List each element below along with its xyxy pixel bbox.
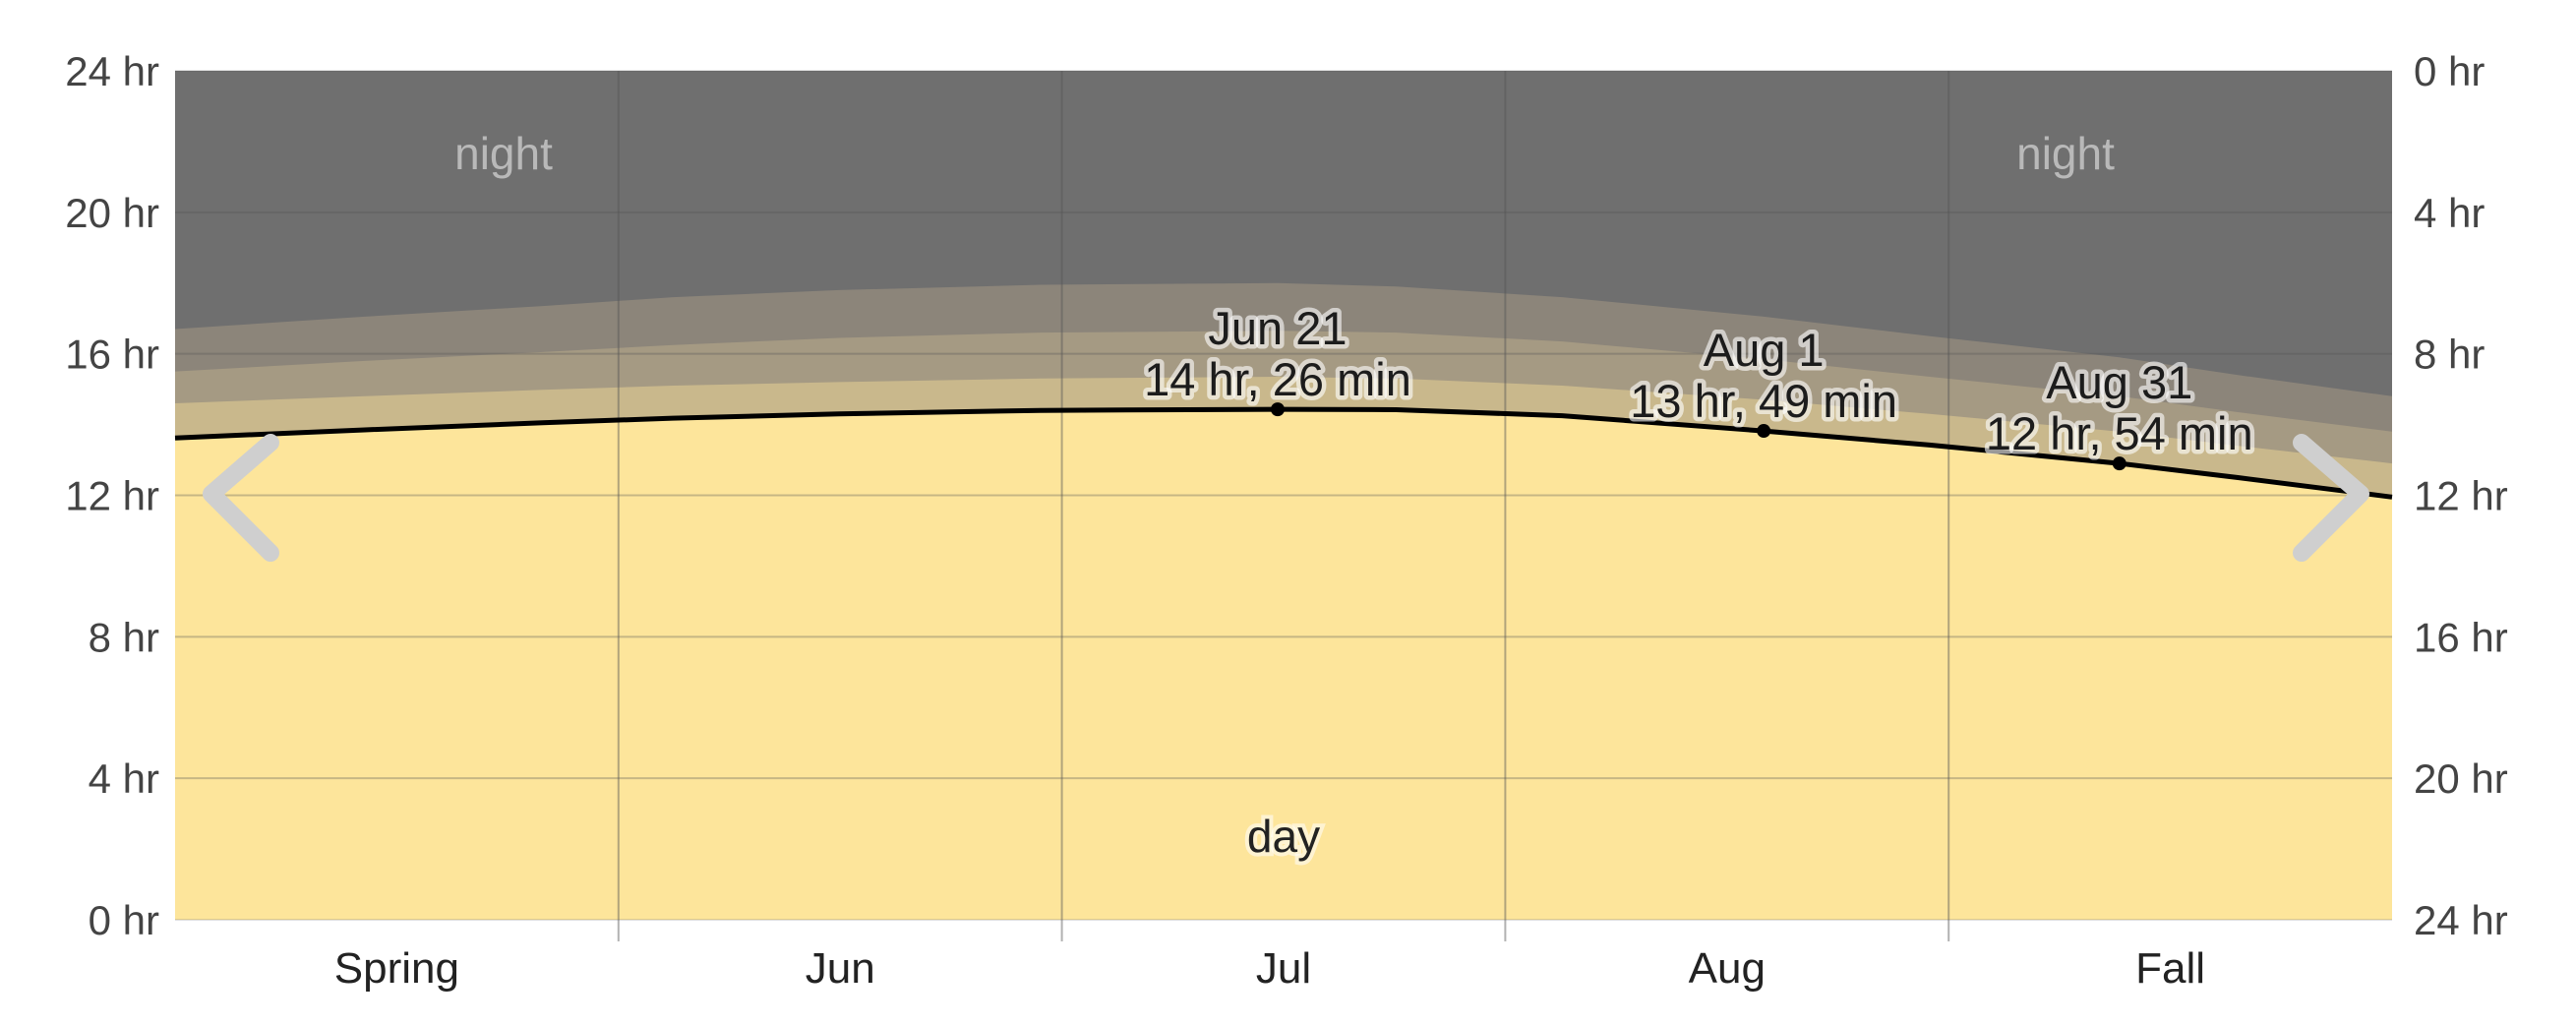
night-label-right: night bbox=[2016, 128, 2115, 179]
right-axis-tick-label: 16 hr bbox=[2414, 614, 2508, 660]
left-axis-tick-label: 8 hr bbox=[89, 614, 159, 660]
chevron-right-icon[interactable] bbox=[2293, 434, 2369, 562]
right-axis-tick-label: 8 hr bbox=[2414, 332, 2485, 378]
twilight-bands bbox=[175, 71, 2392, 921]
left-axis-tick-label: 24 hr bbox=[65, 48, 159, 94]
right-axis-tick-label: 4 hr bbox=[2414, 190, 2485, 236]
x-axis-labels: Spring Jun Jul Aug Fall bbox=[334, 944, 2205, 993]
annotation-value: 13 hr, 49 min bbox=[1630, 375, 1897, 427]
daylight-line bbox=[174, 406, 2393, 500]
right-axis-ticks: 24 hr 20 hr 16 hr 12 hr 8 hr 4 hr 0 hr bbox=[2414, 48, 2508, 943]
annotation-date: Aug 1 bbox=[1704, 324, 1825, 376]
x-axis-label: Jul bbox=[1256, 944, 1311, 993]
annotation-point bbox=[1270, 402, 1285, 417]
day-area bbox=[175, 409, 2392, 921]
chevron-left-icon[interactable] bbox=[203, 434, 279, 562]
left-axis-tick-label: 0 hr bbox=[89, 897, 159, 943]
right-axis-tick-label: 24 hr bbox=[2414, 897, 2508, 943]
annotation-point bbox=[1757, 424, 1771, 439]
x-axis-label: Spring bbox=[334, 944, 459, 993]
right-axis-tick-label: 12 hr bbox=[2414, 473, 2508, 519]
right-axis-tick-label: 0 hr bbox=[2414, 48, 2485, 94]
night-label-left: night bbox=[454, 128, 553, 179]
annotation-point bbox=[2112, 456, 2127, 471]
annotation-value: 12 hr, 54 min bbox=[1986, 407, 2253, 459]
x-axis-label: Jun bbox=[806, 944, 875, 993]
left-axis-tick-label: 20 hr bbox=[65, 190, 159, 236]
left-axis-tick-label: 4 hr bbox=[89, 755, 159, 802]
grid-lines bbox=[175, 70, 2392, 941]
annotation-points bbox=[1270, 402, 2127, 471]
right-axis-tick-label: 20 hr bbox=[2414, 755, 2508, 802]
left-axis-tick-label: 12 hr bbox=[65, 473, 159, 519]
left-axis-ticks: 0 hr 4 hr 8 hr 12 hr 16 hr 20 hr 24 hr bbox=[65, 48, 159, 943]
annotation-date: Aug 31 bbox=[2046, 356, 2192, 408]
x-axis-label: Aug bbox=[1689, 944, 1766, 993]
annotation-date: Jun 21 bbox=[1208, 302, 1347, 354]
annotation-value: 14 hr, 26 min bbox=[1144, 353, 1411, 405]
left-axis-tick-label: 16 hr bbox=[65, 332, 159, 378]
x-axis-label: Fall bbox=[2135, 944, 2205, 993]
day-label: day bbox=[1247, 811, 1320, 862]
